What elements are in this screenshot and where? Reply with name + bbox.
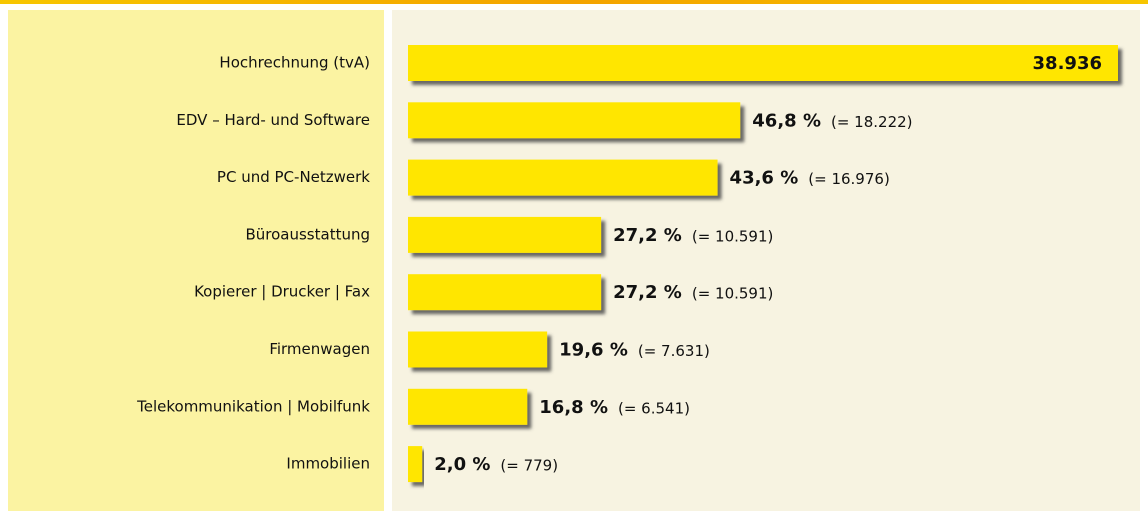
share-label: 46,8 % (752, 110, 821, 131)
bar (408, 331, 548, 368)
share-label: 2,0 % (434, 454, 490, 475)
top-stripe (0, 0, 1148, 4)
category-label: EDV – Hard- und Software (176, 111, 370, 129)
category-label: Büroausstattung (245, 225, 370, 243)
category-label: Firmenwagen (269, 340, 370, 358)
value-label: (= 6.541) (618, 399, 690, 417)
share-label: 27,2 % (613, 282, 682, 303)
category-label: PC und PC-Netzwerk (217, 168, 370, 186)
bar (408, 446, 423, 483)
category-label: Telekommunikation | Mobilfunk (136, 397, 370, 415)
bar (408, 388, 528, 425)
bar (408, 274, 602, 311)
label-panel (8, 10, 384, 511)
category-label: Hochrechnung (tvA) (219, 54, 370, 72)
value-label: 38.936 (1033, 53, 1102, 74)
bar (408, 159, 718, 196)
bar (408, 216, 602, 253)
plot-panel (392, 10, 1140, 511)
value-label: (= 779) (500, 457, 558, 475)
value-label: (= 10.591) (692, 285, 774, 303)
value-label: (= 7.631) (638, 342, 710, 360)
category-label: Immobilien (286, 455, 370, 473)
category-label: Kopierer | Drucker | Fax (194, 283, 370, 301)
value-label: (= 18.222) (831, 113, 913, 131)
bar (408, 102, 741, 139)
share-label: 16,8 % (539, 397, 608, 418)
value-label: (= 16.976) (808, 170, 890, 188)
share-label: 43,6 % (730, 168, 799, 189)
share-label: 27,2 % (613, 225, 682, 246)
share-label: 19,6 % (559, 340, 628, 361)
bar (408, 45, 1118, 81)
value-label: (= 10.591) (692, 227, 774, 245)
